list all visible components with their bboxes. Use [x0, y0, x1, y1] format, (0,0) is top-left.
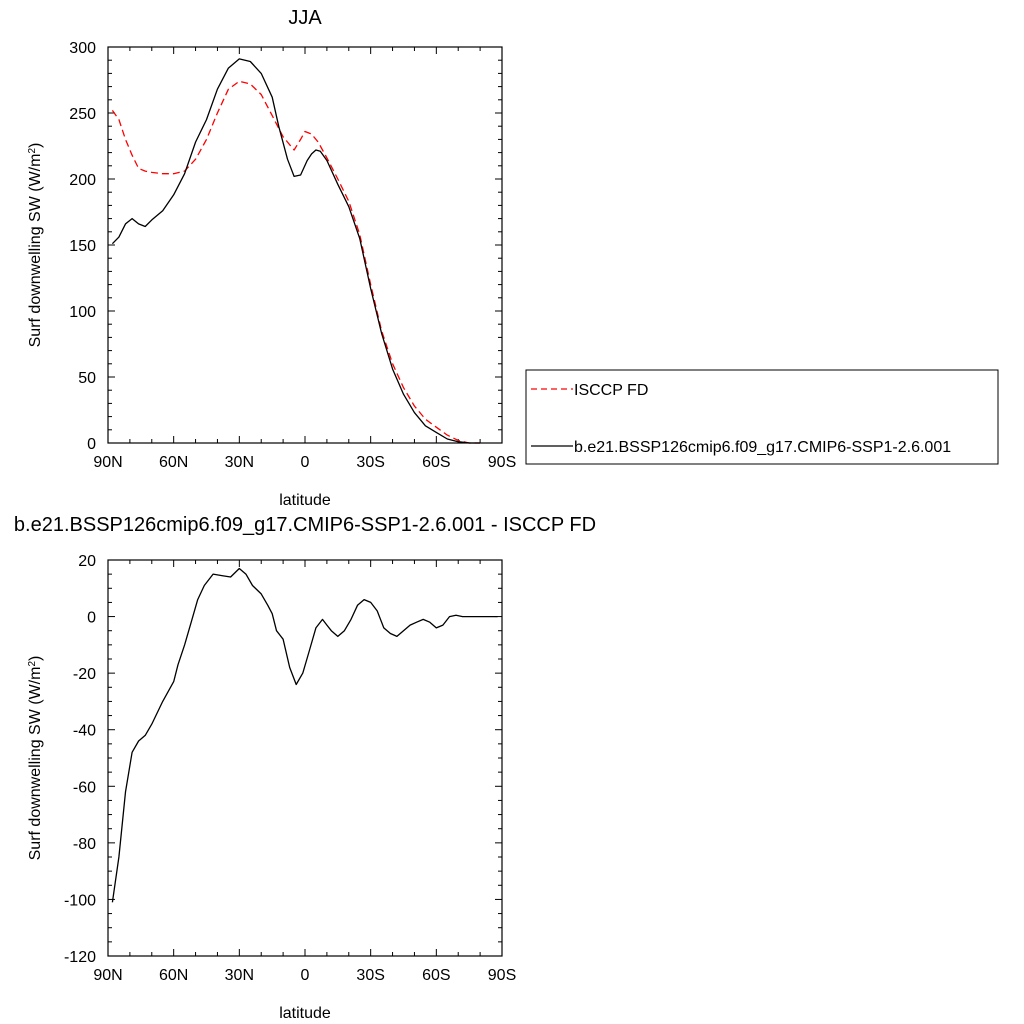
- top-y-axis-label-main: Surf downwelling SW (W/m: [27, 154, 44, 348]
- top-plot-frame: [107, 46, 503, 444]
- top-y-axis-label-tail: ): [27, 143, 44, 148]
- top-y-tick-label: 0: [87, 436, 96, 453]
- top-y-tick-label: 50: [78, 370, 96, 387]
- bottom-chart-ticks: [107, 559, 503, 957]
- top-chart-tick-labels: 90N 60N 30N 0 30S 60S 90S 0 50 100 150 200 250 300: [69, 40, 516, 471]
- bottom-y-tick-label: -80: [73, 836, 96, 853]
- bottom-x-tick-label: 60S: [422, 967, 450, 984]
- top-x-tick-label: 30S: [356, 454, 384, 471]
- bottom-y-axis-label-sup: 2: [27, 661, 38, 667]
- bottom-x-axis-label: latitude: [279, 1005, 331, 1022]
- bottom-y-tick-label: 0: [87, 610, 96, 627]
- bottom-y-tick-label: -120: [64, 949, 96, 966]
- bottom-y-tick-label: -20: [73, 666, 96, 683]
- legend-box: [525, 369, 999, 465]
- bottom-chart-lines: [111, 567, 498, 903]
- bottom-y-axis-label-tail: ): [27, 656, 44, 661]
- legend-item-model: b.e21.BSSP126cmip6.f09_g17.CMIP6-SSP1-2.…: [531, 439, 951, 456]
- bottom-y-tick-label: -40: [73, 723, 96, 740]
- bottom-y-axis-label-main: Surf downwelling SW (W/m: [27, 667, 44, 861]
- legend: ISCCP FD b.e21.BSSP126cmip6.f09_g17.CMIP…: [525, 369, 999, 465]
- bottom-plot-frame: [107, 559, 503, 957]
- top-x-axis-label: latitude: [279, 492, 331, 509]
- bottom-y-tick-label: -100: [64, 892, 96, 909]
- top-y-tick-label: 250: [69, 106, 96, 123]
- top-y-axis-label: Surf downwelling SW (W/m2): [27, 143, 45, 348]
- top-x-tick-label: 60S: [422, 454, 450, 471]
- legend-item-isccp: ISCCP FD: [531, 382, 648, 399]
- top-chart-title: JJA: [288, 7, 322, 29]
- bottom-chart-title: b.e21.BSSP126cmip6.f09_g17.CMIP6-SSP1-2.…: [14, 514, 596, 536]
- top-y-tick-label: 150: [69, 238, 96, 255]
- bottom-x-tick-label: 0: [301, 967, 310, 984]
- legend-label-model: b.e21.BSSP126cmip6.f09_g17.CMIP6-SSP1-2.…: [574, 439, 951, 456]
- top-series-line-1: [111, 58, 481, 444]
- bottom-y-axis-label: Surf downwelling SW (W/m2): [27, 656, 45, 861]
- bottom-chart-tick-labels: 90N 60N 30N 0 30S 60S 90S -120 -100 -80 -60 -40 -20 0…: [64, 553, 516, 984]
- bottom-x-tick-label: 30S: [356, 967, 384, 984]
- bottom-x-tick-label: 90S: [488, 967, 516, 984]
- bottom-y-tick-label: -60: [73, 779, 96, 796]
- bottom-x-tick-label: 60N: [159, 967, 188, 984]
- top-y-axis-label-sup: 2: [27, 148, 38, 154]
- top-chart-panel: JJA 90N 60N 30N 0 30S 60S 90S 0 50 100 150 200 250 30…: [27, 7, 517, 509]
- top-x-tick-label: 0: [301, 454, 310, 471]
- top-x-tick-label: 30N: [225, 454, 254, 471]
- bottom-chart-panel: b.e21.BSSP126cmip6.f09_g17.CMIP6-SSP1-2.…: [14, 514, 596, 1022]
- bottom-x-tick-label: 90N: [93, 967, 122, 984]
- top-x-tick-label: 90S: [488, 454, 516, 471]
- top-y-tick-label: 300: [69, 40, 96, 57]
- bottom-series-line-0: [111, 567, 498, 903]
- top-y-tick-label: 100: [69, 304, 96, 321]
- top-x-tick-label: 90N: [93, 454, 122, 471]
- bottom-y-tick-label: 20: [78, 553, 96, 570]
- top-chart-lines: [111, 58, 481, 444]
- top-chart-ticks: [107, 46, 503, 444]
- bottom-x-tick-label: 30N: [225, 967, 254, 984]
- top-y-tick-label: 200: [69, 172, 96, 189]
- top-series-line-0: [111, 80, 481, 444]
- top-x-tick-label: 60N: [159, 454, 188, 471]
- legend-label-isccp: ISCCP FD: [574, 382, 648, 399]
